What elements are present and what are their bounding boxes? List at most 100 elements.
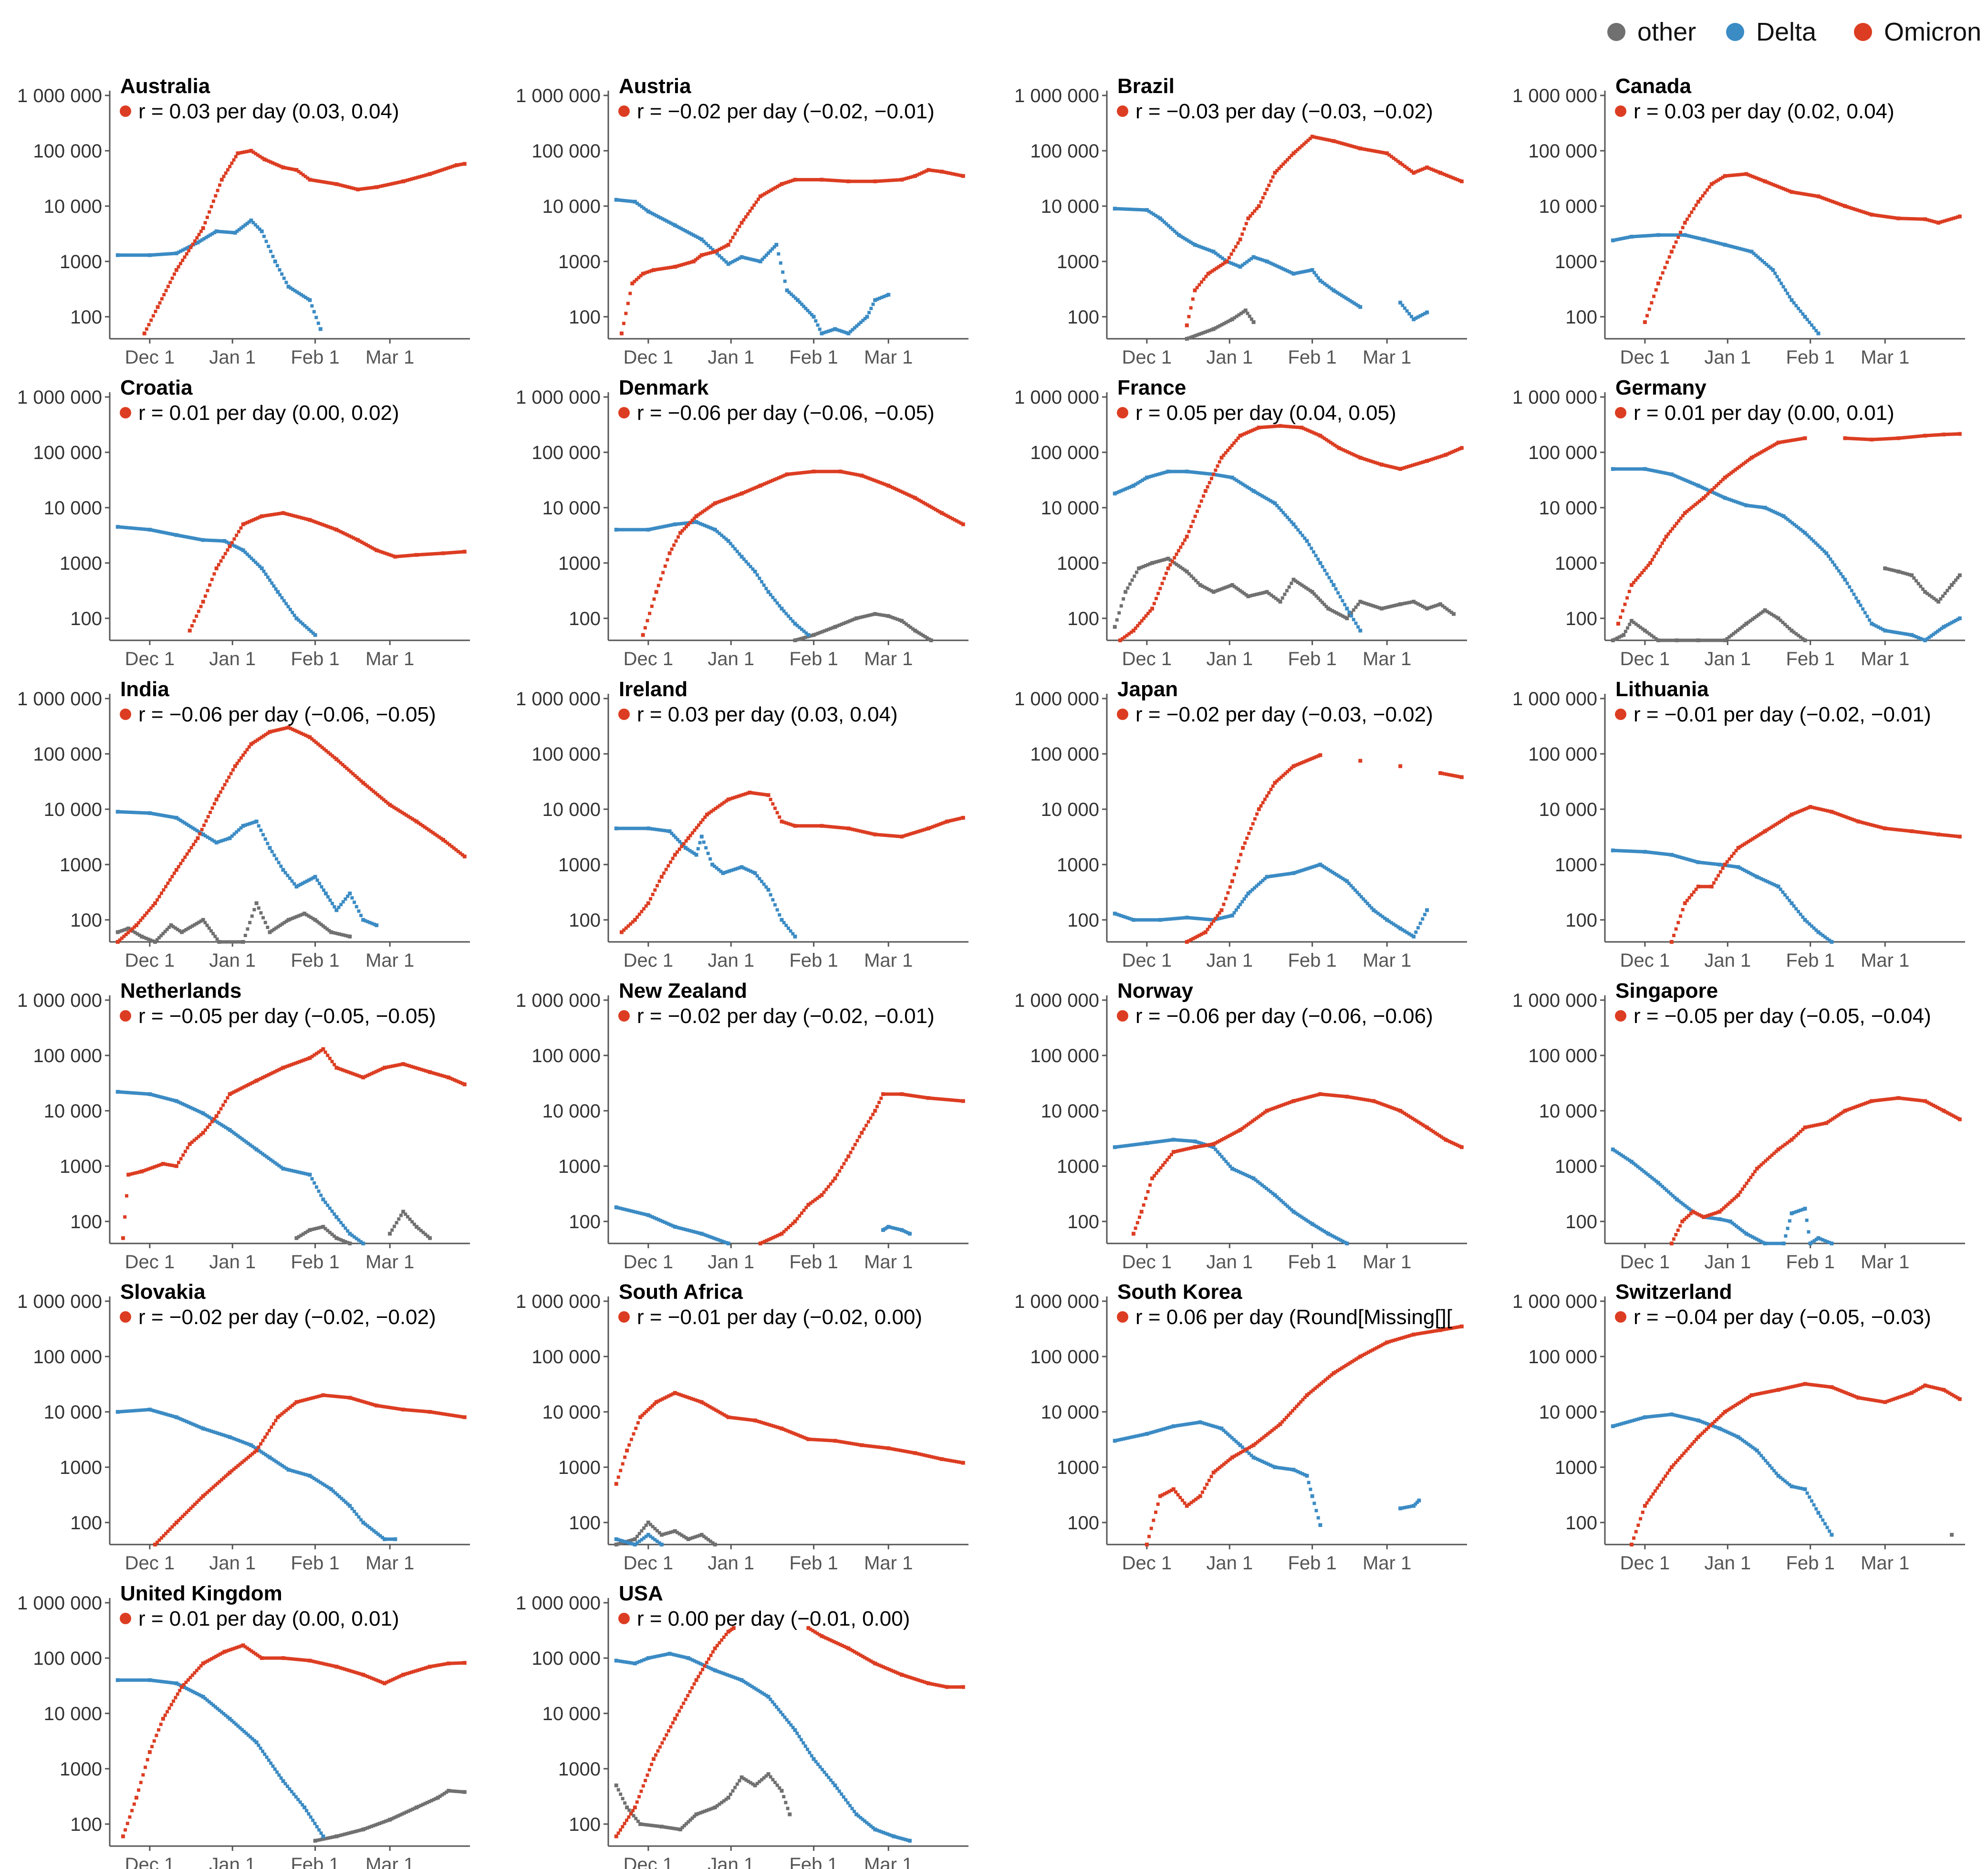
x-tick-label: Dec 1 bbox=[624, 950, 674, 971]
data-dot-omicron bbox=[946, 514, 950, 518]
data-dot-omicron bbox=[687, 261, 691, 264]
data-dot-other bbox=[921, 634, 925, 637]
data-dot-omicron bbox=[1707, 185, 1711, 189]
data-dot-omicron bbox=[364, 543, 368, 546]
series-delta bbox=[614, 520, 811, 637]
data-dot-other bbox=[1294, 579, 1298, 583]
data-dot-delta bbox=[1334, 587, 1338, 591]
data-dot-other bbox=[284, 919, 288, 923]
data-dot-omicron bbox=[1817, 807, 1821, 811]
data-dot-omicron bbox=[937, 169, 941, 173]
data-dot-omicron bbox=[1740, 173, 1744, 177]
data-dot-omicron bbox=[300, 1059, 303, 1063]
data-dot-omicron bbox=[1199, 932, 1203, 936]
data-dot-delta bbox=[1757, 1238, 1761, 1242]
data-dot-delta bbox=[1805, 533, 1809, 537]
data-dot-delta bbox=[1245, 1173, 1249, 1177]
data-dot-omicron bbox=[1894, 437, 1898, 440]
data-point-omicron bbox=[1291, 764, 1296, 768]
data-dot-omicron bbox=[826, 178, 830, 182]
y-tick-label: 10 000 bbox=[1041, 498, 1099, 519]
data-dot-delta bbox=[1617, 467, 1621, 471]
data-dot-omicron bbox=[724, 244, 728, 248]
series-other bbox=[1611, 566, 1962, 642]
data-dot-delta bbox=[1622, 467, 1625, 471]
data-dot-omicron bbox=[179, 862, 183, 866]
data-dot-omicron bbox=[1778, 820, 1781, 824]
data-dot-omicron bbox=[1788, 814, 1791, 818]
data-dot-omicron bbox=[1715, 484, 1718, 488]
data-dot-omicron bbox=[339, 1067, 343, 1071]
data-dot-other bbox=[1347, 614, 1351, 617]
x-tick-label: Jan 1 bbox=[209, 648, 256, 669]
x-tick-label: Dec 1 bbox=[1620, 950, 1670, 971]
data-dot-omicron bbox=[277, 164, 281, 167]
data-dot-delta bbox=[1193, 470, 1197, 474]
series-omicron bbox=[619, 168, 965, 335]
data-dot-delta bbox=[1283, 872, 1287, 876]
data-dot-delta bbox=[1191, 241, 1195, 245]
data-point-delta bbox=[1910, 633, 1914, 637]
data-dot-omicron bbox=[679, 263, 683, 267]
data-dot-delta bbox=[292, 614, 296, 617]
data-dot-delta bbox=[125, 1090, 128, 1094]
data-dot-omicron bbox=[1806, 193, 1810, 197]
data-dot-other bbox=[821, 630, 824, 634]
data-dot-omicron bbox=[906, 1093, 910, 1097]
data-dot-omicron bbox=[242, 1085, 246, 1089]
data-dot-omicron bbox=[323, 1050, 327, 1054]
data-dot-omicron bbox=[1226, 891, 1230, 895]
data-dot-delta bbox=[280, 596, 284, 600]
data-dot-omicron bbox=[1451, 176, 1455, 180]
data-point-delta bbox=[361, 1242, 365, 1245]
data-dot-omicron bbox=[1193, 514, 1197, 518]
data-dot-other bbox=[1207, 329, 1211, 333]
data-dot-omicron bbox=[1854, 819, 1858, 823]
data-dot-delta bbox=[185, 246, 189, 250]
data-dot-omicron bbox=[314, 741, 318, 744]
data-dot-other bbox=[297, 914, 301, 918]
data-dot-delta bbox=[632, 1210, 635, 1213]
data-point-omicron bbox=[1923, 434, 1927, 438]
data-dot-omicron bbox=[1322, 1093, 1326, 1096]
data-dot-omicron bbox=[777, 476, 781, 480]
data-dot-omicron bbox=[1361, 147, 1364, 151]
data-dot-omicron bbox=[804, 1206, 808, 1210]
data-dot-delta bbox=[875, 297, 879, 301]
data-dot-delta bbox=[1401, 303, 1405, 307]
data-point-delta bbox=[228, 836, 232, 840]
data-dot-delta bbox=[1155, 473, 1159, 477]
data-dot-delta bbox=[290, 879, 294, 883]
data-dot-omicron bbox=[1364, 147, 1368, 151]
data-point-delta bbox=[1744, 503, 1749, 508]
data-dot-omicron bbox=[1306, 428, 1310, 432]
data-dot-omicron bbox=[1857, 437, 1861, 441]
data-dot-omicron bbox=[1304, 428, 1308, 431]
data-dot-delta bbox=[1666, 233, 1670, 237]
data-dot-omicron bbox=[864, 1124, 868, 1128]
data-dot-other bbox=[1119, 604, 1123, 608]
data-dot-omicron bbox=[432, 1071, 436, 1075]
data-dot-other bbox=[1226, 320, 1230, 324]
data-dot-omicron bbox=[1792, 190, 1796, 194]
data-point-omicron bbox=[726, 242, 730, 247]
data-dot-delta bbox=[644, 1213, 648, 1217]
data-dot-delta bbox=[640, 528, 644, 532]
data-dot-other bbox=[1792, 630, 1796, 634]
data-point-delta bbox=[673, 223, 677, 228]
data-dot-omicron bbox=[1755, 835, 1759, 838]
data-dot-omicron bbox=[159, 891, 163, 895]
x-tick-label: Jan 1 bbox=[1704, 347, 1751, 368]
data-dot-omicron bbox=[331, 181, 334, 185]
data-dot-omicron bbox=[671, 265, 675, 269]
data-dot-delta bbox=[1216, 917, 1219, 921]
data-dot-omicron bbox=[416, 1066, 419, 1070]
growth-rate-label: r = −0.03 per day (−0.03, −0.02) bbox=[1135, 100, 1433, 123]
data-dot-omicron bbox=[859, 829, 863, 833]
data-dot-omicron bbox=[688, 834, 692, 837]
data-dot-delta bbox=[1936, 629, 1939, 633]
data-dot-delta bbox=[1390, 921, 1394, 925]
data-point-omicron bbox=[1942, 432, 1946, 437]
data-dot-omicron bbox=[440, 1074, 444, 1077]
data-dot-omicron bbox=[1288, 768, 1291, 772]
